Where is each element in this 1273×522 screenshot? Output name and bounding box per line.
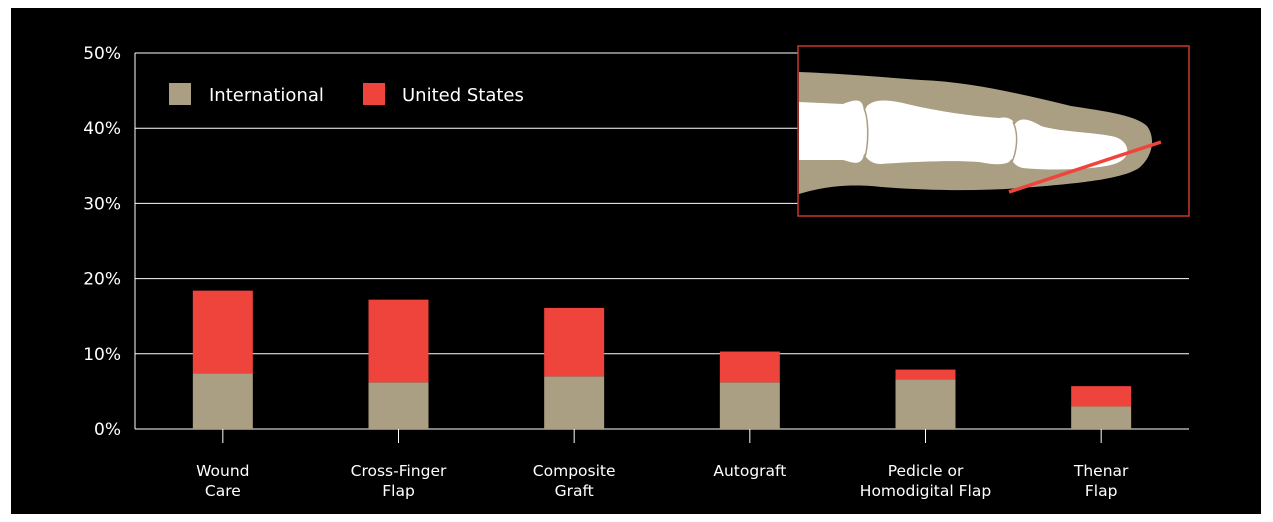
joint-line-1 — [863, 107, 869, 161]
x-tick-label: Autograft — [713, 462, 786, 480]
category-labels: Wound Care Cross-Finger Flap Composite Graft A… — [196, 462, 1129, 500]
legend-swatch-international — [169, 83, 191, 105]
bar-united-states-2 — [544, 307, 605, 377]
x-tick-label: Cross-Finger — [351, 462, 447, 480]
bar-international-3 — [719, 382, 780, 429]
y-tick-label: 50% — [83, 44, 121, 64]
y-tick-label: 30% — [83, 194, 121, 214]
y-tick-label: 40% — [83, 119, 121, 139]
finger-bone-diagram-icon — [797, 45, 1190, 217]
x-tick-label: Flap — [1085, 482, 1118, 500]
bar-united-states-0 — [192, 290, 253, 374]
y-tick-label: 10% — [83, 345, 121, 365]
x-tick-label: Flap — [382, 482, 415, 500]
gridlines: 0% 10% 20% 30% 40% 50% — [83, 44, 1189, 440]
bar-united-states-1 — [368, 299, 429, 383]
x-tick-label: Care — [205, 482, 241, 500]
x-tick-label: Thenar — [1073, 462, 1129, 480]
bar-international-2 — [544, 376, 605, 429]
x-tick-label: Graft — [555, 482, 594, 500]
stacked-bar-chart: 0% 10% 20% 30% 40% 50% Wound Care Cross-Finger F… — [83, 44, 1190, 500]
axes — [134, 53, 1189, 443]
bar-international-0 — [192, 373, 253, 429]
chart-panel: 0% 10% 20% 30% 40% 50% Wound Care Cross-Finger F… — [11, 8, 1261, 514]
y-tick-label: 20% — [83, 270, 121, 290]
legend-label-international: International — [209, 85, 324, 106]
x-tick-label: Wound — [196, 462, 249, 480]
bone-distal — [1009, 119, 1128, 170]
bar-united-states-5 — [1071, 386, 1132, 407]
bone-middle — [861, 100, 1016, 165]
legend-swatch-united-states — [363, 83, 385, 105]
bar-united-states-3 — [719, 351, 780, 383]
joint-line-2 — [1010, 121, 1018, 165]
bar-international-1 — [368, 382, 429, 429]
bars — [192, 290, 1132, 429]
bone-proximal — [799, 100, 866, 163]
amputation-line — [1008, 140, 1162, 194]
bar-united-states-4 — [895, 369, 956, 380]
bar-international-4 — [895, 379, 956, 429]
x-tick-label: Homodigital Flap — [860, 482, 991, 500]
bar-international-5 — [1071, 406, 1132, 429]
legend: International United States — [169, 83, 524, 106]
x-tick-label: Pedicle or — [888, 462, 964, 480]
x-tick-label: Composite — [533, 462, 616, 480]
legend-label-united-states: United States — [402, 85, 524, 106]
y-tick-label: 0% — [94, 420, 121, 440]
